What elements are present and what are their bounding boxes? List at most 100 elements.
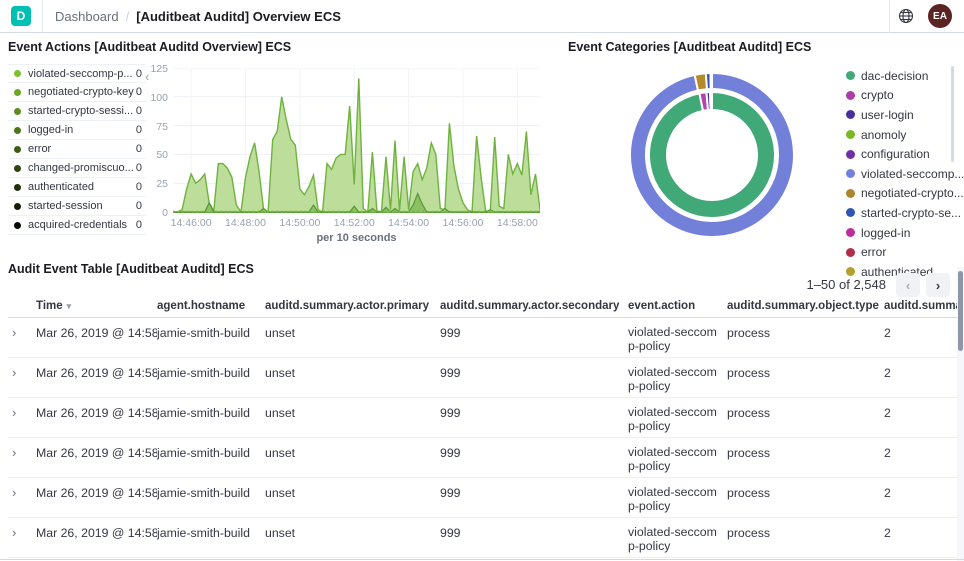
event-actions-panel-title: Event Actions [Auditbeat Auditd Overview…: [8, 40, 292, 54]
legend-color-dot: [846, 169, 855, 179]
legend-item-label: violated-seccomp-p...: [28, 67, 133, 80]
legend-item-label: violated-seccomp...: [861, 166, 964, 181]
legend-item[interactable]: acquired-credentials 0: [8, 216, 146, 235]
legend-item-value: 0: [135, 143, 142, 155]
breadcrumb-current-page: [Auditbeat Auditd] Overview ECS: [136, 8, 341, 24]
breadcrumb-dashboard-link[interactable]: Dashboard: [55, 8, 119, 24]
row-expand-icon[interactable]: ›: [12, 325, 17, 340]
vertical-scrollbar-thumb[interactable]: [958, 271, 963, 351]
legend-color-dot: [846, 149, 855, 159]
table-cell-summary: 2: [884, 406, 891, 420]
table-cell-action: violated-seccomp-policy: [628, 525, 717, 553]
legend-item[interactable]: logged-in: [846, 223, 950, 243]
globe-icon[interactable]: [890, 0, 922, 32]
column-header: event.action: [628, 300, 696, 312]
event-actions-area-chart[interactable]: [172, 67, 541, 214]
table-cell-type: process: [727, 366, 771, 380]
x-tick-label: 14:50:00: [279, 217, 321, 229]
donut-slice[interactable]: [710, 90, 713, 111]
row-expand-icon[interactable]: ›: [12, 405, 17, 420]
legend-item[interactable]: anomoly: [846, 125, 950, 145]
legend-item-label: started-crypto-se...: [861, 205, 962, 220]
legend-item[interactable]: violated-seccomp...: [846, 164, 964, 184]
x-tick-label: 14:48:00: [225, 217, 266, 229]
table-cell-hostname: jamie-smith-build: [157, 446, 250, 460]
x-tick-label: 14:46:00: [170, 217, 212, 229]
row-expand-icon[interactable]: ›: [12, 525, 17, 540]
legend-item[interactable]: crypto: [846, 86, 950, 106]
table-cell-time: Mar 26, 2019 @ 14:58:15.245: [36, 526, 157, 540]
legend-scrollbar[interactable]: [951, 66, 954, 162]
table-cell-hostname: jamie-smith-build: [157, 366, 250, 380]
table-cell-hostname: jamie-smith-build: [157, 526, 250, 540]
table-cell-primary: unset: [265, 366, 296, 380]
legend-item-label: negotiated-crypto-key: [28, 86, 134, 98]
donut-slice[interactable]: [710, 71, 713, 90]
table-header-row: Time ▾ agent.hostname auditd.summary.actor.…: [8, 296, 964, 318]
user-avatar[interactable]: EA: [928, 4, 952, 28]
table-row: › Mar 26, 2019 @ 14:58:15.245jamie-smith-…: [8, 518, 964, 558]
legend-color-dot: [846, 208, 855, 218]
topbar-divider: [42, 0, 43, 33]
legend-color-dot: [14, 183, 21, 191]
table-cell-summary: 2: [884, 366, 891, 380]
legend-item[interactable]: started-session 0: [8, 197, 146, 216]
table-cell-type: process: [727, 326, 771, 340]
y-tick-label: 100: [150, 91, 168, 104]
legend-item[interactable]: dac-decision: [846, 66, 950, 86]
row-expand-icon[interactable]: ›: [12, 365, 17, 380]
breadcrumb: Dashboard / [Auditbeat Auditd] Overview …: [55, 9, 341, 24]
column-header[interactable]: Time ▾: [36, 300, 72, 312]
table-cell-type: process: [727, 446, 771, 460]
legend-collapse-icon[interactable]: ‹: [145, 69, 150, 84]
app-logo[interactable]: D: [11, 6, 31, 26]
legend-item-label: anomoly: [861, 127, 907, 142]
legend-item[interactable]: started-crypto-se...: [846, 203, 961, 223]
column-header: auditd.summary.object.type: [727, 300, 879, 312]
donut-slice[interactable]: [629, 72, 795, 238]
legend-item[interactable]: authenticated 0: [8, 178, 146, 197]
legend-item-label: logged-in: [28, 124, 74, 136]
legend-item[interactable]: violated-seccomp-p... 0: [8, 64, 146, 83]
x-tick-label: 14:52:00: [333, 217, 375, 229]
y-tick-label: 50: [156, 149, 168, 162]
legend-item-label: logged-in: [861, 225, 911, 240]
table-cell-primary: unset: [265, 326, 296, 340]
legend-item[interactable]: negotiated-crypto...: [846, 184, 964, 204]
vertical-scrollbar-track[interactable]: [957, 267, 964, 561]
row-expand-icon[interactable]: ›: [12, 445, 17, 460]
event-categories-donut-chart[interactable]: [628, 71, 796, 239]
table-cell-time: Mar 26, 2019 @ 14:58:15.245: [36, 446, 157, 460]
table-cell-primary: unset: [265, 526, 296, 540]
previous-page-button[interactable]: ‹: [896, 273, 920, 297]
topbar-divider-right: [889, 0, 890, 33]
legend-item-value: 0: [135, 200, 142, 212]
legend-item[interactable]: negotiated-crypto-key 0: [8, 83, 146, 102]
legend-item[interactable]: changed-promiscuo... 0: [8, 159, 146, 178]
table-cell-summary: 2: [884, 526, 891, 540]
sort-caret-icon: ▾: [66, 301, 72, 311]
legend-item[interactable]: configuration: [846, 144, 950, 164]
legend-item-label: error: [861, 245, 887, 260]
legend-item-value: 0: [135, 86, 142, 98]
table-cell-secondary: 999: [440, 526, 461, 540]
audit-event-table: Time ▾ agent.hostname auditd.summary.actor.…: [8, 296, 964, 558]
legend-item-label: negotiated-crypto...: [861, 186, 964, 201]
table-cell-action: violated-seccomp-policy: [628, 485, 717, 513]
legend-item[interactable]: user-login: [846, 105, 950, 125]
legend-item[interactable]: error 0: [8, 140, 146, 159]
legend-item[interactable]: started-crypto-sessi... 0: [8, 102, 146, 121]
row-expand-icon[interactable]: ›: [12, 485, 17, 500]
legend-color-dot: [846, 71, 855, 81]
legend-item[interactable]: logged-in 0: [8, 121, 146, 140]
legend-item-value: 0: [135, 181, 142, 193]
legend-item-label: configuration: [861, 147, 930, 162]
legend-item-label: changed-promiscuo...: [28, 162, 134, 174]
next-page-button[interactable]: ›: [926, 273, 950, 297]
table-cell-action: violated-seccomp-policy: [628, 365, 717, 393]
table-cell-hostname: jamie-smith-build: [157, 486, 250, 500]
y-tick-label: 25: [156, 178, 168, 191]
donut-slice[interactable]: [648, 91, 777, 219]
legend-item[interactable]: error: [846, 242, 950, 262]
x-tick-label: 14:58:00: [496, 217, 538, 229]
